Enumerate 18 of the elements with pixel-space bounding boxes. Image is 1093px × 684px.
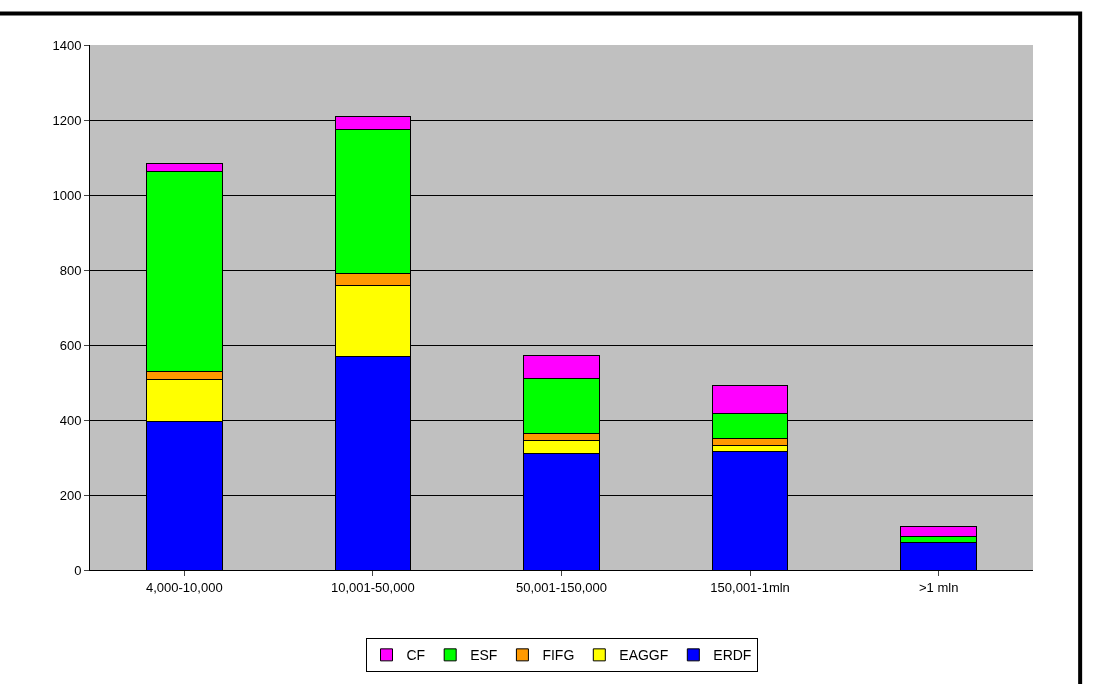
x-tick-label: 4,000-10,000: [145, 579, 223, 595]
x-tick-label: >1 mln: [919, 579, 959, 595]
legend-label: ERDF: [713, 647, 752, 664]
x-tick-label: 150,001-1mln: [710, 579, 790, 595]
x-tick-label: 10,001-50,000: [330, 579, 415, 595]
y-tick-label: 800: [59, 262, 82, 278]
y-tick-label: 200: [59, 487, 82, 503]
y-tick-label: 1000: [52, 187, 82, 203]
y-tick-label: 0: [74, 562, 82, 578]
y-tick-label: 400: [59, 412, 82, 428]
x-tick-label: 50,001-150,000: [515, 579, 608, 595]
y-tick-label: 1400: [52, 37, 82, 53]
y-tick-label: 600: [59, 337, 82, 353]
y-tick-label: 1200: [52, 112, 82, 128]
legend-label: ESF: [470, 647, 498, 664]
legend-label: EAGGF: [619, 647, 669, 664]
legend-label: FIFG: [542, 647, 575, 664]
legend-label: CF: [406, 647, 426, 664]
